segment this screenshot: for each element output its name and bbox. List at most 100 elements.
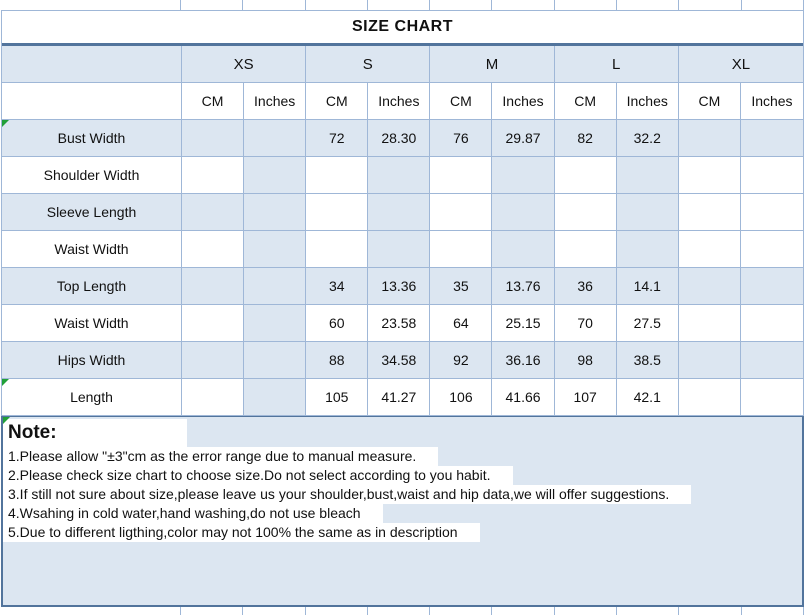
data-cell: [555, 231, 617, 267]
unit-header: CM: [306, 83, 369, 119]
data-cell: [182, 194, 245, 230]
gridline-cell: [492, 0, 555, 10]
data-cell: [182, 231, 245, 267]
bottom-gridline-strip: [1, 607, 804, 615]
row-label: Sleeve Length: [2, 194, 182, 230]
data-cell: [679, 379, 741, 415]
data-cell: [740, 120, 803, 156]
notes-panel: Note: 1.Please allow "±3"cm as the error…: [1, 416, 804, 607]
data-cell: [430, 231, 493, 267]
size-group-header-row: XS S M L XL: [2, 46, 803, 83]
unit-header: Inches: [492, 83, 555, 119]
unit-header: Inches: [368, 83, 431, 119]
data-cell: 29.87: [492, 120, 555, 156]
data-cell: 13.36: [368, 268, 431, 304]
data-cell: [616, 157, 679, 193]
data-cell: 32.2: [616, 120, 679, 156]
data-cell: 105: [306, 379, 369, 415]
data-cell: [741, 194, 803, 230]
data-cell: [741, 379, 803, 415]
data-cell: [678, 342, 741, 378]
data-cell: 13.76: [492, 268, 555, 304]
data-cell: [306, 157, 369, 193]
gridline-cell: [243, 607, 306, 615]
gridline-cell: [555, 0, 618, 10]
data-cell: 92: [430, 342, 493, 378]
data-cell: [740, 268, 803, 304]
gridline-cell: [181, 0, 244, 10]
unit-header: CM: [430, 83, 493, 119]
row-label: Waist Width: [2, 305, 182, 341]
data-cell: [678, 268, 741, 304]
gridline-cell: [243, 0, 306, 10]
data-cell: [182, 342, 245, 378]
data-cell: 36.16: [492, 342, 555, 378]
data-cell: [368, 157, 431, 193]
data-cell: 88: [306, 342, 369, 378]
gridline-cell: [306, 607, 368, 615]
table-row: Hips Width 88 34.58 92 36.16 98 38.5: [2, 342, 803, 379]
unit-header: CM: [555, 83, 617, 119]
data-cell: [679, 157, 741, 193]
size-group-header: M: [430, 46, 555, 82]
data-cell: [306, 194, 369, 230]
row-label: Shoulder Width: [2, 157, 182, 193]
data-cell: 98: [554, 342, 617, 378]
gridline-cell: [1, 607, 181, 615]
row-label: Top Length: [2, 268, 182, 304]
size-chart-table: SIZE CHART XS S M L XL CM Inches CM Inches CM Inc…: [1, 10, 804, 416]
gridline-cell: [368, 0, 431, 10]
top-gridline-strip: [1, 0, 804, 10]
note-line: 2.Please check size chart to choose size…: [3, 466, 513, 485]
gridline-cell: [742, 0, 804, 10]
table-row: Waist Width: [2, 231, 803, 268]
gridline-cell: [181, 607, 244, 615]
data-cell: [182, 305, 245, 341]
gridline-cell: [679, 0, 742, 10]
data-cell: 35: [430, 268, 493, 304]
row-label: Hips Width: [2, 342, 182, 378]
units-header-row: CM Inches CM Inches CM Inches CM Inches CM Inches: [2, 83, 803, 120]
data-cell: [679, 194, 741, 230]
row-label: Length: [2, 379, 182, 415]
size-group-header: S: [306, 46, 431, 82]
data-cell: 106: [430, 379, 493, 415]
data-cell: [679, 305, 741, 341]
error-flag-icon: [2, 120, 9, 127]
notes-list: 1.Please allow "±3"cm as the error range…: [3, 447, 802, 542]
unit-header: CM: [679, 83, 741, 119]
notes-heading: Note:: [3, 419, 187, 447]
unit-header: Inches: [244, 83, 307, 119]
data-cell: [616, 194, 679, 230]
gridline-cell: [617, 0, 680, 10]
note-line: 3.If still not sure about size,please le…: [3, 485, 692, 504]
gridline-cell: [368, 607, 431, 615]
data-cell: 72: [306, 120, 369, 156]
note-line: 1.Please allow "±3"cm as the error range…: [3, 447, 439, 466]
data-cell: 60: [306, 305, 369, 341]
table-row: Top Length 34 13.36 35 13.76 36 14.1: [2, 268, 803, 305]
data-cell: 34: [306, 268, 369, 304]
data-cell: [368, 231, 431, 267]
gridline-cell: [430, 607, 493, 615]
data-cell: [368, 194, 431, 230]
data-cell: [555, 194, 617, 230]
unit-header: Inches: [751, 93, 793, 109]
data-cell: [244, 194, 307, 230]
size-row-label-cell: [2, 46, 182, 82]
gridline-cell: [742, 607, 804, 615]
data-cell: [244, 120, 307, 156]
table-row: Bust Width 72 28.30 76 29.87 82 32.2: [2, 120, 803, 157]
table-body: Bust Width 72 28.30 76 29.87 82 32.2 Shoulder W…: [2, 120, 803, 416]
data-cell: [430, 194, 493, 230]
data-cell: [182, 120, 245, 156]
data-cell: 41.27: [368, 379, 431, 415]
data-cell: 42.1: [617, 379, 679, 415]
gridline-cell: [555, 607, 618, 615]
note-line: 5.Due to different ligthing,color may no…: [3, 523, 480, 542]
data-cell: 38.5: [616, 342, 679, 378]
data-cell: [492, 231, 555, 267]
error-flag-icon: [2, 379, 9, 386]
data-cell: 76: [430, 120, 493, 156]
note-line: 4.Wsahing in cold water,hand washing,do …: [3, 504, 383, 523]
